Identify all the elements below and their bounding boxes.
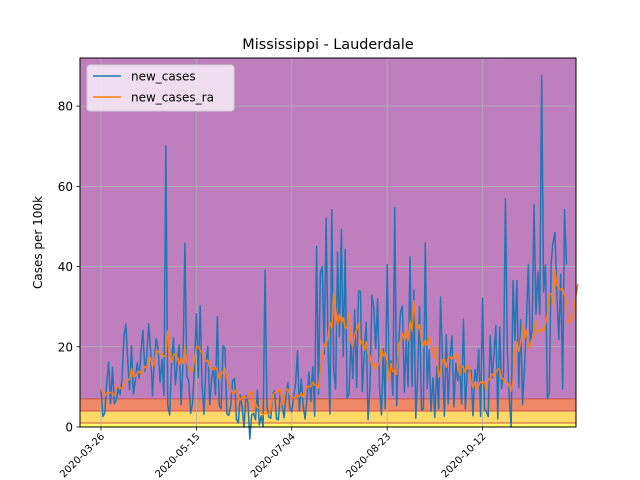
y-tick-label-3: 60 [58, 180, 73, 194]
y-axis: 0 20 40 60 80 [58, 100, 80, 435]
legend: new_cases new_cases_ra [86, 64, 235, 112]
y-tick-label-0: 0 [65, 421, 73, 435]
x-axis: 2020-03-26 2020-05-15 2020-07-04 2020-08-23… [58, 427, 489, 480]
y-axis-label: Cases per 100k [31, 196, 45, 289]
legend-label-new_cases: new_cases [131, 70, 196, 84]
legend-box [86, 64, 235, 112]
x-tick-label-4: 2020-10-12 [440, 431, 489, 480]
chart-title: Mississippi - Lauderdale [242, 37, 414, 53]
risk-band-0 [80, 422, 576, 427]
series-line-new_cases_ra [100, 269, 579, 416]
risk-band-2 [80, 398, 576, 411]
y-tick-label-1: 20 [58, 340, 73, 354]
x-tick-label-3: 2020-08-23 [344, 431, 393, 480]
risk-band-1 [80, 410, 576, 423]
series-lines [100, 74, 579, 440]
series-line-new_cases [100, 74, 568, 440]
x-tick-label-1: 2020-05-15 [154, 431, 203, 480]
y-tick-label-2: 40 [58, 260, 73, 274]
x-tick-label-2: 2020-07-04 [249, 431, 298, 480]
plot-frame [79, 57, 577, 428]
x-tick-label-0: 2020-03-26 [58, 431, 107, 480]
y-tick-label-4: 80 [58, 100, 73, 114]
legend-label-new_cases_ra: new_cases_ra [131, 91, 214, 105]
